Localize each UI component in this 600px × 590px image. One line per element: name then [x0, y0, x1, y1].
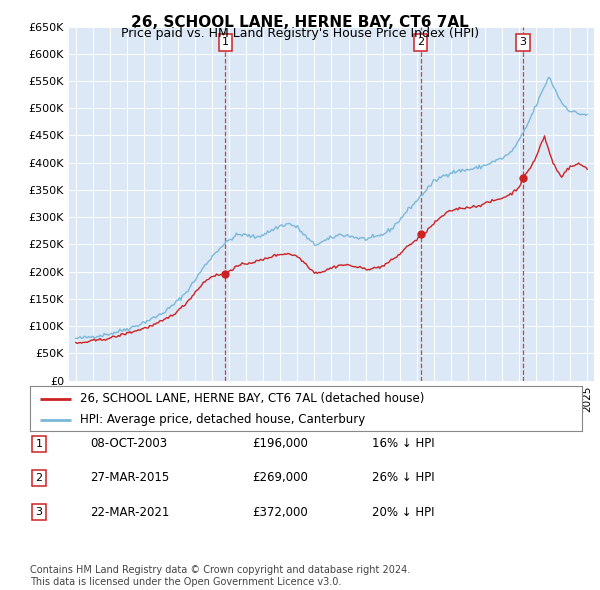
Text: 20% ↓ HPI: 20% ↓ HPI — [372, 506, 434, 519]
Text: 08-OCT-2003: 08-OCT-2003 — [90, 437, 167, 450]
Text: 26, SCHOOL LANE, HERNE BAY, CT6 7AL: 26, SCHOOL LANE, HERNE BAY, CT6 7AL — [131, 15, 469, 30]
Text: £269,000: £269,000 — [252, 471, 308, 484]
Text: 26% ↓ HPI: 26% ↓ HPI — [372, 471, 434, 484]
Text: 2: 2 — [35, 473, 43, 483]
Text: 22-MAR-2021: 22-MAR-2021 — [90, 506, 169, 519]
Text: 3: 3 — [35, 507, 43, 517]
Text: Contains HM Land Registry data © Crown copyright and database right 2024.
This d: Contains HM Land Registry data © Crown c… — [30, 565, 410, 587]
Text: HPI: Average price, detached house, Canterbury: HPI: Average price, detached house, Cant… — [80, 413, 365, 426]
Text: Price paid vs. HM Land Registry's House Price Index (HPI): Price paid vs. HM Land Registry's House … — [121, 27, 479, 40]
Text: 26, SCHOOL LANE, HERNE BAY, CT6 7AL (detached house): 26, SCHOOL LANE, HERNE BAY, CT6 7AL (det… — [80, 392, 424, 405]
Text: 1: 1 — [35, 439, 43, 448]
Text: 3: 3 — [520, 38, 526, 47]
Text: £196,000: £196,000 — [252, 437, 308, 450]
Text: 1: 1 — [222, 38, 229, 47]
Text: £372,000: £372,000 — [252, 506, 308, 519]
Text: 16% ↓ HPI: 16% ↓ HPI — [372, 437, 434, 450]
Text: 27-MAR-2015: 27-MAR-2015 — [90, 471, 169, 484]
Text: 2: 2 — [417, 38, 424, 47]
